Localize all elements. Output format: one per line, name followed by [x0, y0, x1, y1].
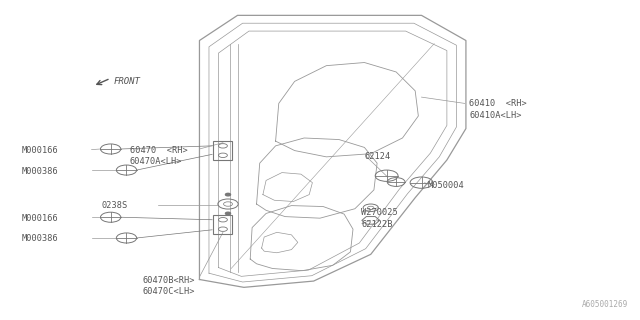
Bar — [213, 215, 232, 234]
Text: W270025: W270025 — [361, 208, 398, 217]
Text: 0238S: 0238S — [101, 201, 127, 210]
Text: M000166: M000166 — [22, 146, 59, 155]
Text: M000386: M000386 — [22, 234, 59, 243]
Text: 60470B<RH>: 60470B<RH> — [142, 276, 195, 284]
Text: 62122B: 62122B — [361, 220, 393, 229]
Text: 60410  <RH>: 60410 <RH> — [469, 99, 527, 108]
Text: 60470  <RH>: 60470 <RH> — [130, 146, 188, 155]
Circle shape — [225, 193, 230, 196]
Text: A605001269: A605001269 — [582, 300, 628, 309]
Text: M000166: M000166 — [22, 214, 59, 223]
Bar — [213, 141, 232, 160]
Text: FRONT: FRONT — [114, 77, 141, 86]
Text: 60410A<LH>: 60410A<LH> — [469, 111, 522, 120]
Text: M050004: M050004 — [428, 181, 465, 190]
Text: 60470A<LH>: 60470A<LH> — [130, 157, 182, 166]
Circle shape — [225, 212, 230, 215]
Text: M000386: M000386 — [22, 166, 59, 175]
Text: 62124: 62124 — [364, 152, 390, 161]
Text: 60470C<LH>: 60470C<LH> — [142, 287, 195, 296]
